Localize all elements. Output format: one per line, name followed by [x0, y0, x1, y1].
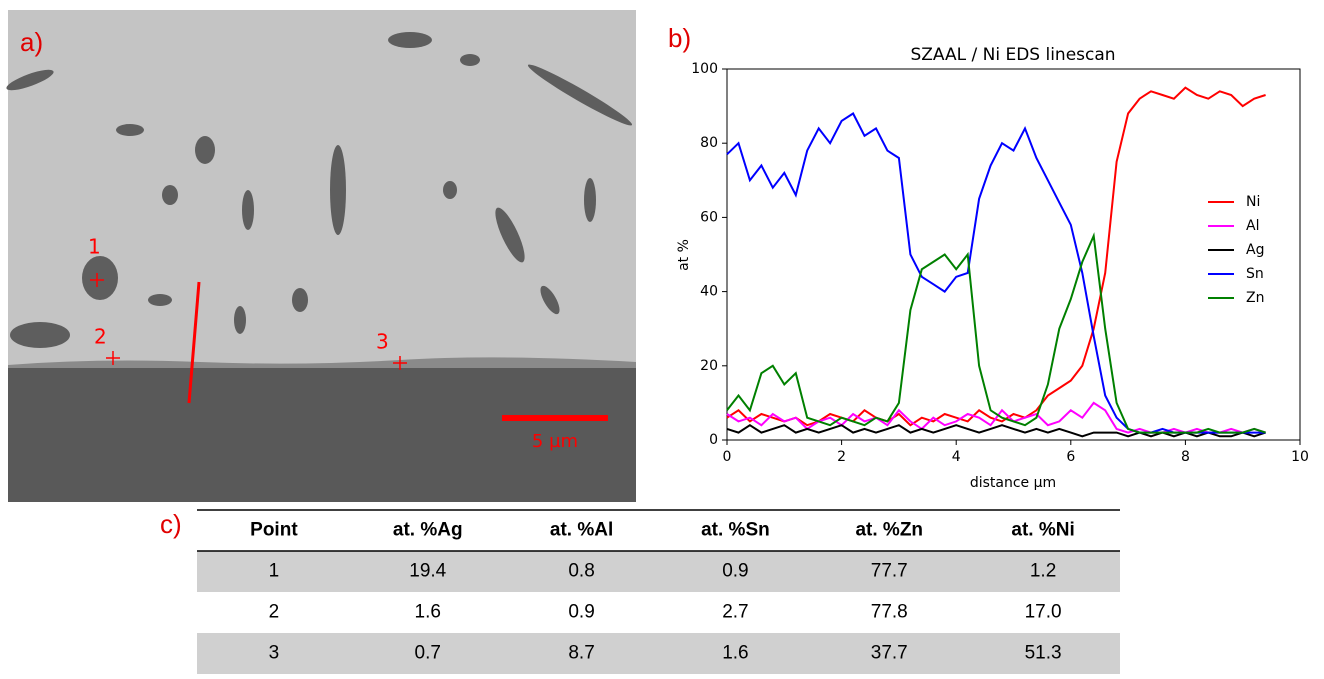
x-tick-label: 8 — [1181, 449, 1190, 465]
legend-label: Sn — [1246, 266, 1264, 282]
legend-label: Zn — [1246, 290, 1264, 306]
legend-label: Ni — [1246, 194, 1260, 210]
table-header: at. %Ni — [1011, 520, 1074, 541]
y-tick-label: 60 — [700, 209, 718, 225]
x-tick-label: 10 — [1291, 449, 1309, 465]
line-series — [726, 232, 1266, 434]
table-cell: 19.4 — [409, 561, 446, 582]
x-axis-label: distance µm — [970, 475, 1056, 491]
panel-label: a) — [20, 27, 43, 57]
table-cell: 51.3 — [1025, 643, 1062, 664]
y-tick-label: 20 — [700, 358, 718, 374]
table-cell: 0.9 — [568, 602, 594, 623]
table-cell: 1.2 — [1030, 561, 1056, 582]
y-tick-label: 0 — [709, 432, 718, 448]
x-tick-label: 4 — [952, 449, 961, 465]
y-tick-label: 100 — [691, 61, 718, 77]
table-cell: 1.6 — [415, 602, 441, 623]
table-cell: 37.7 — [871, 643, 908, 664]
y-axis-label: at % — [676, 239, 692, 271]
legend-label: Al — [1246, 218, 1259, 234]
row-shade — [197, 633, 1120, 674]
point-label: 3 — [376, 330, 389, 354]
table-cell: 3 — [269, 643, 280, 664]
table-header: at. %Ag — [393, 520, 463, 541]
x-tick-label: 6 — [1066, 449, 1075, 465]
table-cell: 77.7 — [871, 561, 908, 582]
table-header: at. %Zn — [855, 520, 923, 541]
micrograph — [6, 10, 636, 502]
table-header: at. %Al — [550, 520, 613, 541]
y-tick-label: 80 — [700, 135, 718, 151]
row-shade — [197, 551, 1120, 592]
table-cell: 0.8 — [568, 561, 594, 582]
table-cell: 77.8 — [871, 602, 908, 623]
line-series — [726, 112, 1266, 434]
point-label: 2 — [94, 325, 107, 349]
line-series — [726, 401, 1266, 434]
table-cell: 8.7 — [568, 643, 594, 664]
legend-label: Ag — [1246, 242, 1264, 258]
table: Point at. %Ag at. %Al at. %Sn at. %Zn at. %Ni… — [197, 509, 1120, 674]
table-cell: 2 — [269, 602, 280, 623]
table-cell: 17.0 — [1025, 602, 1062, 623]
panel-label: b) — [668, 23, 691, 53]
panel-label: c) — [160, 509, 182, 539]
scale-bar-label: 5 µm — [532, 431, 578, 452]
table-cell: 2.7 — [722, 602, 748, 623]
table-cell: 0.9 — [722, 561, 748, 582]
line-series — [726, 86, 1266, 427]
point-label: 1 — [88, 235, 101, 259]
x-tick-label: 0 — [723, 449, 732, 465]
table-cell: 1.6 — [722, 643, 748, 664]
table-cell: 0.7 — [415, 643, 441, 664]
y-tick-label: 40 — [700, 284, 718, 300]
line-series — [726, 424, 1266, 438]
plot-frame — [726, 68, 1301, 441]
table-cell: 1 — [269, 561, 280, 582]
table-header: Point — [250, 520, 298, 541]
x-tick-label: 2 — [837, 449, 846, 465]
table-header: at. %Sn — [701, 520, 770, 541]
chart-title: SZAAL / Ni EDS linescan — [910, 45, 1115, 65]
